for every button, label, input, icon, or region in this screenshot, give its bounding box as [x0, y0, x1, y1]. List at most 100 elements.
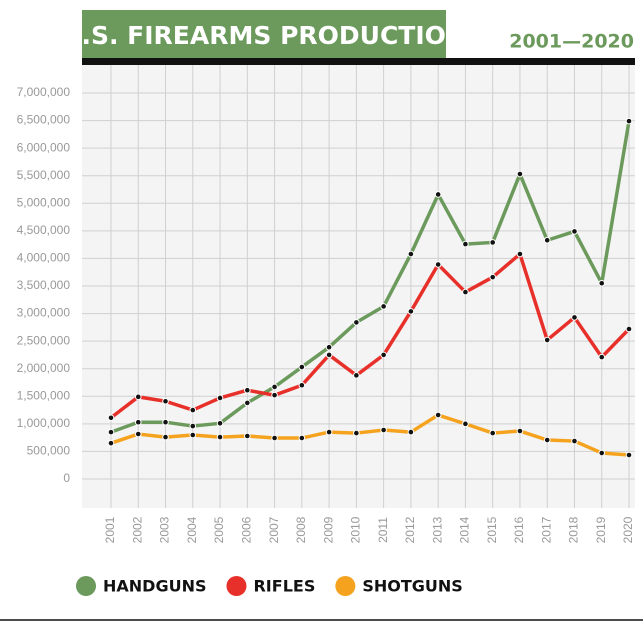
data-point	[353, 372, 360, 379]
x-tick-label: 2013	[430, 516, 444, 543]
x-tick-label: 2019	[594, 516, 608, 543]
data-point	[598, 449, 606, 457]
x-tick-label: 2017	[539, 516, 553, 543]
y-tick-label: 4,500,000	[17, 223, 71, 237]
legend-label: RIFLES	[253, 577, 315, 596]
x-tick-label: 2006	[239, 516, 253, 543]
series-line	[109, 252, 631, 420]
legend-swatch	[226, 576, 247, 596]
data-point	[380, 303, 387, 310]
data-point	[543, 336, 551, 344]
data-point	[571, 437, 578, 445]
data-point	[162, 397, 169, 405]
x-tick-label: 2004	[185, 516, 199, 543]
chart-subtitle: 2001—2020	[509, 31, 634, 53]
y-tick-label: 1,000,000	[17, 416, 71, 430]
data-point	[298, 363, 306, 371]
data-point	[598, 353, 606, 361]
data-point	[462, 240, 469, 248]
data-point	[462, 420, 469, 428]
y-tick-label: 6,500,000	[17, 113, 71, 127]
legend-swatch	[76, 576, 96, 596]
y-tick-label: 0	[63, 471, 70, 485]
legend-label: HANDGUNS	[103, 577, 206, 596]
data-point	[134, 393, 142, 401]
x-tick-label: 2001	[103, 516, 117, 543]
data-point	[598, 279, 606, 287]
data-point	[325, 428, 333, 436]
data-point	[353, 429, 360, 437]
data-point	[134, 418, 142, 426]
data-point	[571, 228, 578, 235]
data-point	[189, 431, 197, 439]
data-point	[216, 394, 224, 402]
data-point	[625, 451, 633, 459]
data-point	[162, 433, 169, 441]
data-point	[462, 288, 469, 296]
y-tick-label: 1,500,000	[17, 388, 71, 402]
series-line	[110, 120, 631, 434]
data-point	[489, 239, 496, 246]
x-tick-label: 2009	[321, 516, 335, 543]
data-point	[271, 434, 278, 442]
data-point	[625, 117, 633, 125]
data-point	[107, 428, 115, 436]
data-point	[244, 386, 251, 394]
y-tick-label: 2,500,000	[17, 333, 71, 347]
x-tick-label: 2010	[349, 516, 363, 543]
data-point	[380, 426, 387, 434]
data-point	[216, 433, 224, 441]
data-point	[134, 430, 142, 438]
x-tick-label: 2003	[158, 516, 172, 543]
data-point	[271, 383, 278, 391]
data-point	[244, 399, 251, 407]
title-box	[82, 10, 446, 60]
x-tick-label: 2020	[621, 516, 635, 543]
data-point	[516, 250, 524, 258]
data-point	[244, 432, 251, 440]
data-point	[162, 418, 169, 426]
data-point	[407, 308, 415, 315]
data-point	[325, 351, 333, 359]
y-tick-label: 2,000,000	[17, 361, 71, 375]
x-tick-label: 2012	[403, 516, 417, 543]
data-point	[407, 428, 415, 436]
data-point	[380, 351, 387, 359]
y-tick-label: 5,000,000	[17, 195, 71, 209]
data-point	[516, 170, 524, 178]
legend-label: SHOTGUNS	[362, 577, 462, 596]
data-point	[489, 273, 496, 281]
data-point	[216, 420, 224, 427]
x-tick-label: 2002	[130, 516, 144, 543]
data-point	[434, 261, 442, 268]
data-point	[543, 236, 551, 244]
y-tick-label: 3,500,000	[17, 278, 71, 292]
series-line	[110, 413, 630, 457]
data-point	[407, 250, 415, 258]
x-tick-label: 2018	[567, 516, 581, 543]
y-tick-label: 4,000,000	[17, 251, 71, 265]
data-point	[543, 436, 551, 444]
data-point	[325, 343, 333, 351]
data-point	[189, 422, 197, 430]
data-point	[107, 414, 115, 422]
data-point	[434, 411, 442, 419]
x-tick-label: 2011	[376, 517, 390, 543]
data-point	[625, 325, 633, 333]
data-point	[353, 319, 360, 326]
legend-swatch	[335, 576, 356, 596]
data-point	[189, 406, 197, 414]
chart-title: U.S. FIREARMS PRODUCTION	[61, 21, 467, 50]
data-point	[489, 429, 496, 437]
x-tick-label: 2005	[212, 516, 226, 543]
data-point	[271, 391, 278, 399]
x-tick-label: 2007	[267, 516, 281, 543]
header-rule	[82, 58, 635, 65]
y-tick-label: 3,000,000	[17, 306, 71, 320]
x-tick-label: 2016	[512, 516, 526, 543]
y-tick-label: 7,000,000	[17, 85, 71, 99]
data-point	[298, 434, 306, 442]
y-tick-label: 6,000,000	[17, 140, 71, 154]
x-tick-label: 2008	[294, 516, 308, 543]
